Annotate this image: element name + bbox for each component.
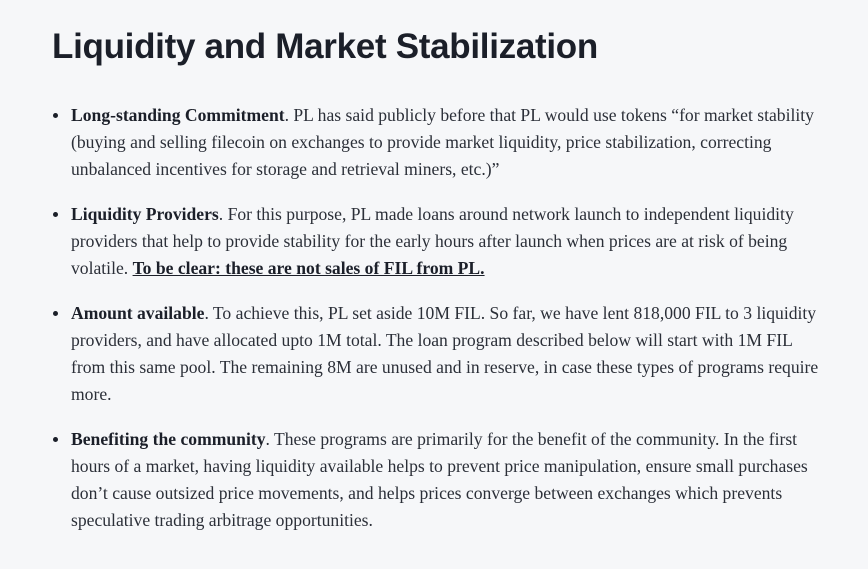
item-text: . PL has said publicly before that PL wo… xyxy=(71,105,814,179)
item-text: . These programs are primarily for the b… xyxy=(71,429,808,530)
list-item-liquidity-providers: Liquidity Providers. For this purpose, P… xyxy=(53,201,828,282)
list-item-amount-available: Amount available. To achieve this, PL se… xyxy=(53,300,828,408)
item-lead: Amount available xyxy=(71,303,205,323)
item-emphasis: To be clear: these are not sales of FIL … xyxy=(132,258,485,278)
item-text: . To achieve this, PL set aside 10M FIL.… xyxy=(71,303,819,404)
bullet-list: Long-standing Commitment. PL has said pu… xyxy=(52,102,828,534)
item-lead: Liquidity Providers xyxy=(71,204,219,224)
item-text: . For this purpose, PL made loans around… xyxy=(71,204,794,278)
item-lead: Long-standing Commitment xyxy=(71,105,285,125)
page-title: Liquidity and Market Stabilization xyxy=(52,27,598,66)
list-item-commitment: Long-standing Commitment. PL has said pu… xyxy=(53,102,828,183)
list-item-benefiting-community: Benefiting the community. These programs… xyxy=(53,426,828,534)
item-lead: Benefiting the community xyxy=(71,429,266,449)
